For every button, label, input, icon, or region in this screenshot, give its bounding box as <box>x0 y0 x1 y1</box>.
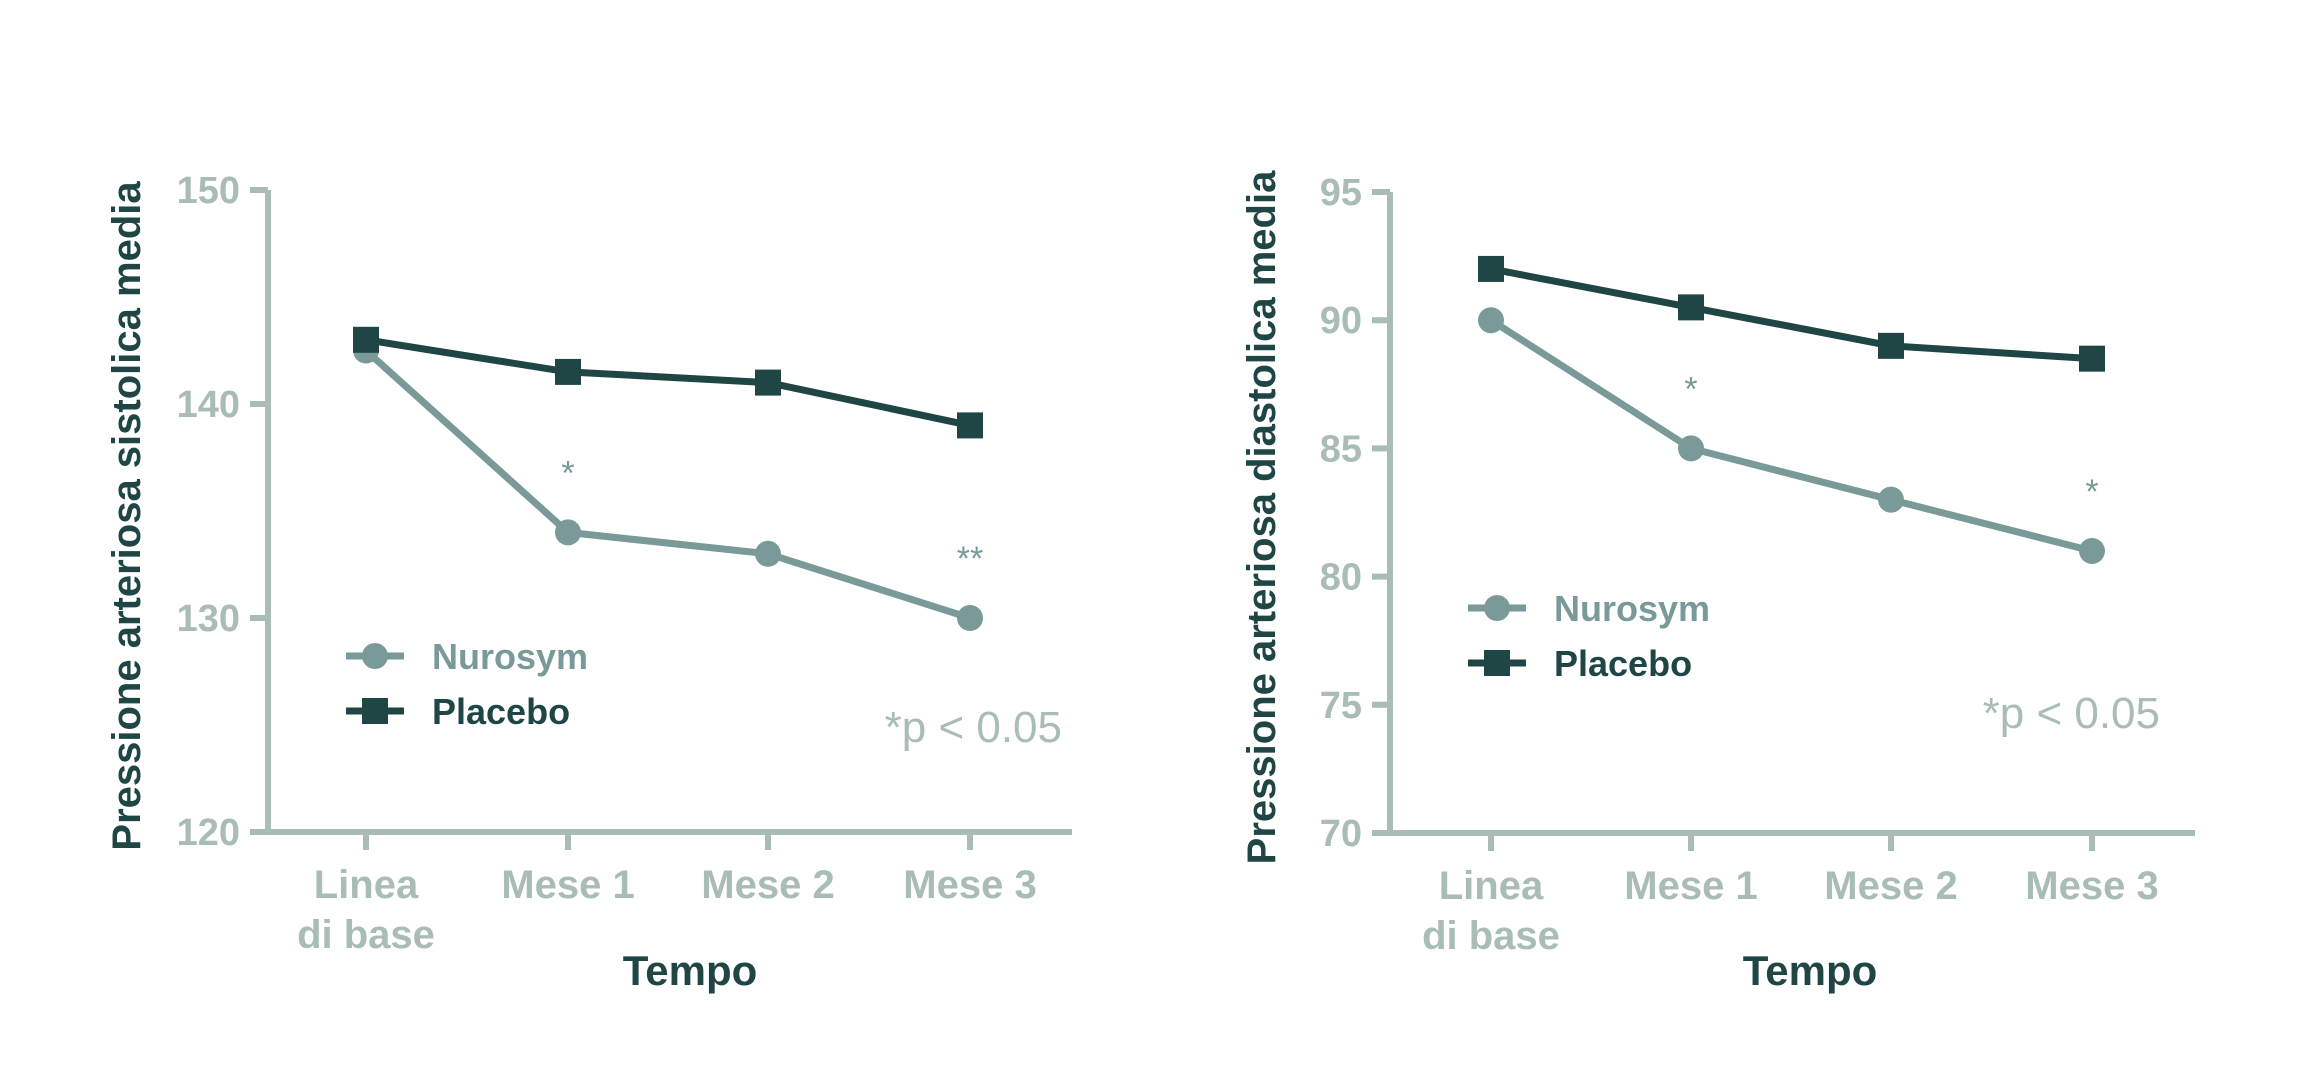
series-placebo <box>1478 255 2105 372</box>
y-tick-label: 95 <box>1320 172 1362 214</box>
x-tick-label: Mese 3 <box>2025 864 2158 908</box>
significance-marker: * <box>561 454 574 492</box>
y-axis-title: Pressione arteriosa diastolica media <box>1240 170 1284 864</box>
y-tick-label: 85 <box>1320 428 1362 470</box>
series-placebo <box>353 326 983 439</box>
legend: Nurosym Placebo <box>346 636 588 732</box>
legend-label: Nurosym <box>432 636 588 677</box>
chart-1: 120 130 140 150 Linea di base Mese 1 Mese 2 Mese… <box>105 170 1072 994</box>
data-point-placebo <box>353 326 379 353</box>
data-point-placebo <box>1678 294 1704 321</box>
p-value-note: *p < 0.05 <box>885 703 1062 752</box>
significance-marker: * <box>2085 473 2098 511</box>
data-point-placebo <box>957 412 983 439</box>
legend-marker-square <box>362 698 388 724</box>
series-line-placebo <box>1490 265 2093 363</box>
x-tick-label: Linea di base <box>297 863 435 957</box>
legend-item-nurosym: Nurosym <box>1468 588 1710 629</box>
data-point-placebo <box>555 358 581 385</box>
y-tick-label: 130 <box>177 598 240 640</box>
y-tick-label: 140 <box>177 384 240 426</box>
data-point-nurosym <box>1678 435 1704 462</box>
data-point-placebo <box>1878 332 1904 359</box>
legend-item-nurosym: Nurosym <box>346 636 588 677</box>
significance-marker: * <box>1684 370 1697 408</box>
legend-marker-circle <box>1484 595 1510 621</box>
x-tick-label: Linea di base <box>1422 864 1560 958</box>
data-point-nurosym <box>755 540 781 567</box>
legend-item-placebo: Placebo <box>1468 643 1692 684</box>
y-tick-label: 70 <box>1320 813 1362 855</box>
y-tick-label: 75 <box>1320 685 1362 727</box>
y-tick-label: 150 <box>177 170 240 212</box>
legend-marker-circle <box>362 643 388 669</box>
legend-marker-square <box>1484 650 1510 676</box>
data-point-nurosym <box>1878 486 1904 513</box>
series-line-nurosym <box>363 347 972 622</box>
p-value-note: *p < 0.05 <box>1983 689 2160 738</box>
data-point-nurosym <box>1478 307 1504 334</box>
data-point-nurosym <box>957 605 983 631</box>
x-tick-label: Mese 1 <box>501 863 634 907</box>
y-tick-label: 120 <box>177 812 240 854</box>
data-point-nurosym <box>2079 537 2105 564</box>
x-tick-label: Mese 1 <box>1624 864 1757 908</box>
y-tick-label: 90 <box>1320 300 1362 342</box>
y-tick-label: 80 <box>1320 557 1362 599</box>
legend-label: Placebo <box>1554 643 1692 684</box>
significance-marker: ** <box>957 540 983 578</box>
legend: Nurosym Placebo <box>1468 588 1710 684</box>
series-nurosym <box>353 337 983 631</box>
legend-label: Placebo <box>432 691 570 732</box>
series-line-placebo <box>365 336 971 429</box>
x-tick-label: Mese 2 <box>701 863 834 907</box>
legend-label: Nurosym <box>1554 588 1710 629</box>
legend-item-placebo: Placebo <box>346 691 570 732</box>
data-point-nurosym <box>555 519 581 546</box>
series-line-nurosym <box>1489 317 2093 555</box>
y-axis-title: Pressione arteriosa sistolica media <box>105 181 149 851</box>
chart-2: 70 75 80 85 90 95 Linea di base Mese 1 Mese 2 Mese… <box>1240 170 2195 994</box>
data-point-placebo <box>2079 345 2105 372</box>
data-point-placebo <box>755 369 781 396</box>
x-tick-label: Mese 2 <box>1824 864 1957 908</box>
x-axis-title: Tempo <box>623 947 758 994</box>
series-nurosym <box>1478 307 2105 564</box>
x-tick-label: Mese 3 <box>903 863 1036 907</box>
x-axis-title: Tempo <box>1743 947 1878 994</box>
data-point-placebo <box>1478 255 1504 282</box>
